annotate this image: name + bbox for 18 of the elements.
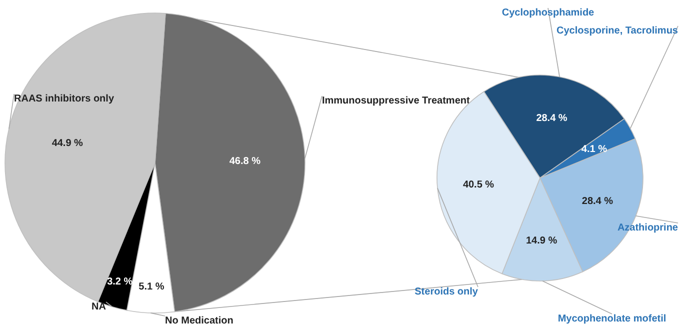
data-label: 40.5 % xyxy=(462,180,494,191)
slice-label: Cyclophosphamide xyxy=(502,8,595,18)
slice-label: Steroids only xyxy=(414,286,478,298)
data-label: 5.1 % xyxy=(138,281,164,292)
data-label: 14.9 % xyxy=(526,235,558,246)
data-label: 46.8 % xyxy=(229,156,261,167)
slice-label: Cyclosporine, Tacrolimus xyxy=(556,26,678,36)
data-label: 28.4 % xyxy=(582,196,614,208)
data-label: 44.9 % xyxy=(52,138,84,149)
slice-label: Azathioprine xyxy=(617,222,678,234)
data-label: 28.4 % xyxy=(536,112,568,124)
slice-label: No Medication xyxy=(165,316,234,326)
slice-label: Immunosuppressive Treatment xyxy=(322,96,470,106)
slice-label: NA xyxy=(92,302,106,312)
data-label: 3.2 % xyxy=(107,276,133,288)
data-label: 4.1 % xyxy=(581,144,608,155)
slice-label: Mycophenolate mofetil xyxy=(558,314,666,324)
slice-label: RAAS inhibitors only xyxy=(14,94,114,104)
